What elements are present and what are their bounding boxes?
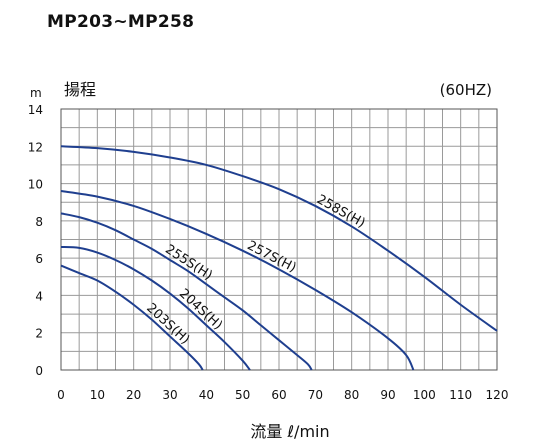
y-unit-label: m xyxy=(30,86,42,100)
x-tick-label: 0 xyxy=(57,388,65,402)
curve-257s-h xyxy=(60,190,415,371)
x-tick-label: 70 xyxy=(308,388,323,402)
x-tick-label: 10 xyxy=(90,388,105,402)
y-tick-label: 10 xyxy=(28,178,43,192)
y-tick-label: 0 xyxy=(35,364,43,378)
x-tick-label: 30 xyxy=(162,388,177,402)
curve-204s-h xyxy=(60,245,251,371)
x-tick-label: 100 xyxy=(413,388,436,402)
y-axis-title: 揚程 xyxy=(64,80,96,99)
series-label: 257S(H) xyxy=(245,238,299,276)
series-label: 258S(H) xyxy=(314,192,368,231)
x-tick-label: 90 xyxy=(380,388,395,402)
x-tick-label: 60 xyxy=(271,388,286,402)
series-label: 203S(H) xyxy=(143,301,192,348)
grid-layer xyxy=(60,108,498,371)
x-tick-label: 80 xyxy=(344,388,359,402)
curve-255s-h xyxy=(60,212,313,371)
x-tick-label: 120 xyxy=(486,388,509,402)
y-tick-label: 6 xyxy=(35,252,43,266)
x-tick-label: 50 xyxy=(235,388,250,402)
y-tick-label: 2 xyxy=(35,327,43,341)
x-tick-label: 20 xyxy=(126,388,141,402)
tick-layer: 0 10 20 30 40 50 60 70 80 90 100 110 120 0 2 4 6 8 10 12 14 xyxy=(28,103,509,402)
y-tick-label: 12 xyxy=(28,140,43,154)
y-tick-label: 8 xyxy=(35,215,43,229)
curve-203s-h xyxy=(60,264,204,371)
x-tick-label: 110 xyxy=(449,388,472,402)
chart-title: MP203~MP258 xyxy=(47,12,195,32)
x-tick-label: 40 xyxy=(199,388,214,402)
y-tick-label: 4 xyxy=(35,289,43,303)
curve-258s-h xyxy=(60,145,498,332)
x-axis-title: 流量 ℓ/min xyxy=(250,422,329,441)
plot-frame xyxy=(60,108,498,371)
curve-layer xyxy=(60,145,498,371)
frequency-label: (60HZ) xyxy=(440,81,492,99)
y-tick-label: 14 xyxy=(28,103,43,117)
